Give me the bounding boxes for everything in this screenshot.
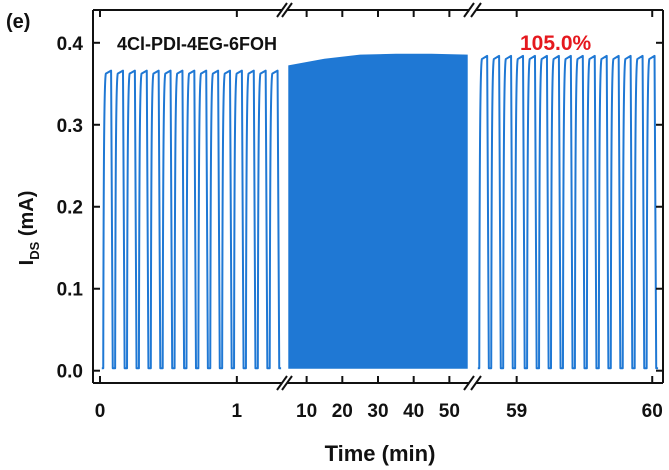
axis-break-mark <box>463 2 475 18</box>
y-tick-label: 0.2 <box>57 198 83 219</box>
retention-label: 105.0% <box>520 32 592 55</box>
x-tick-label: 30 <box>367 401 388 422</box>
y-axis-label-main: I <box>16 260 38 266</box>
x-tick-label: 59 <box>506 401 527 422</box>
x-tick-label: 0 <box>95 401 106 422</box>
x-tick-label: 1 <box>232 401 243 422</box>
x-tick-label: 60 <box>642 401 663 422</box>
y-axis-label-unit: (mA) <box>16 191 38 242</box>
panel-label: (e) <box>6 11 30 33</box>
y-axis-label: IDS (mA) <box>16 191 42 266</box>
axis-break-mark <box>470 375 482 391</box>
x-tick-label: 20 <box>332 401 353 422</box>
x-tick-label: 40 <box>403 401 424 422</box>
y-tick-label: 0.4 <box>57 34 84 55</box>
axes: 0.0 0.1 0.2 0.3 0.4 0 1 10 20 30 40 50 59 60 <box>57 2 664 422</box>
y-tick-label: 0.1 <box>57 280 84 301</box>
plot-area <box>101 53 659 370</box>
x-axis-label: Time (min) <box>325 441 436 466</box>
y-tick-label: 0.0 <box>57 362 83 383</box>
sample-annotation: 4Cl-PDI-4EG-6FOH <box>117 34 277 54</box>
axis-break-mark <box>470 2 482 18</box>
series-segment-first <box>101 69 282 370</box>
axis-break-mark <box>281 2 293 18</box>
x-tick-label: 50 <box>439 401 460 422</box>
series-segment-last <box>477 54 659 370</box>
series-segment-middle <box>288 53 468 369</box>
axis-break-mark <box>463 375 475 391</box>
x-tick-label: 10 <box>296 401 317 422</box>
axis-break-mark <box>276 2 288 18</box>
y-axis-label-sub: DS <box>27 241 42 259</box>
axis-break-mark <box>281 375 293 391</box>
y-tick-label: 0.3 <box>57 116 83 137</box>
axis-break-mark <box>276 375 288 391</box>
